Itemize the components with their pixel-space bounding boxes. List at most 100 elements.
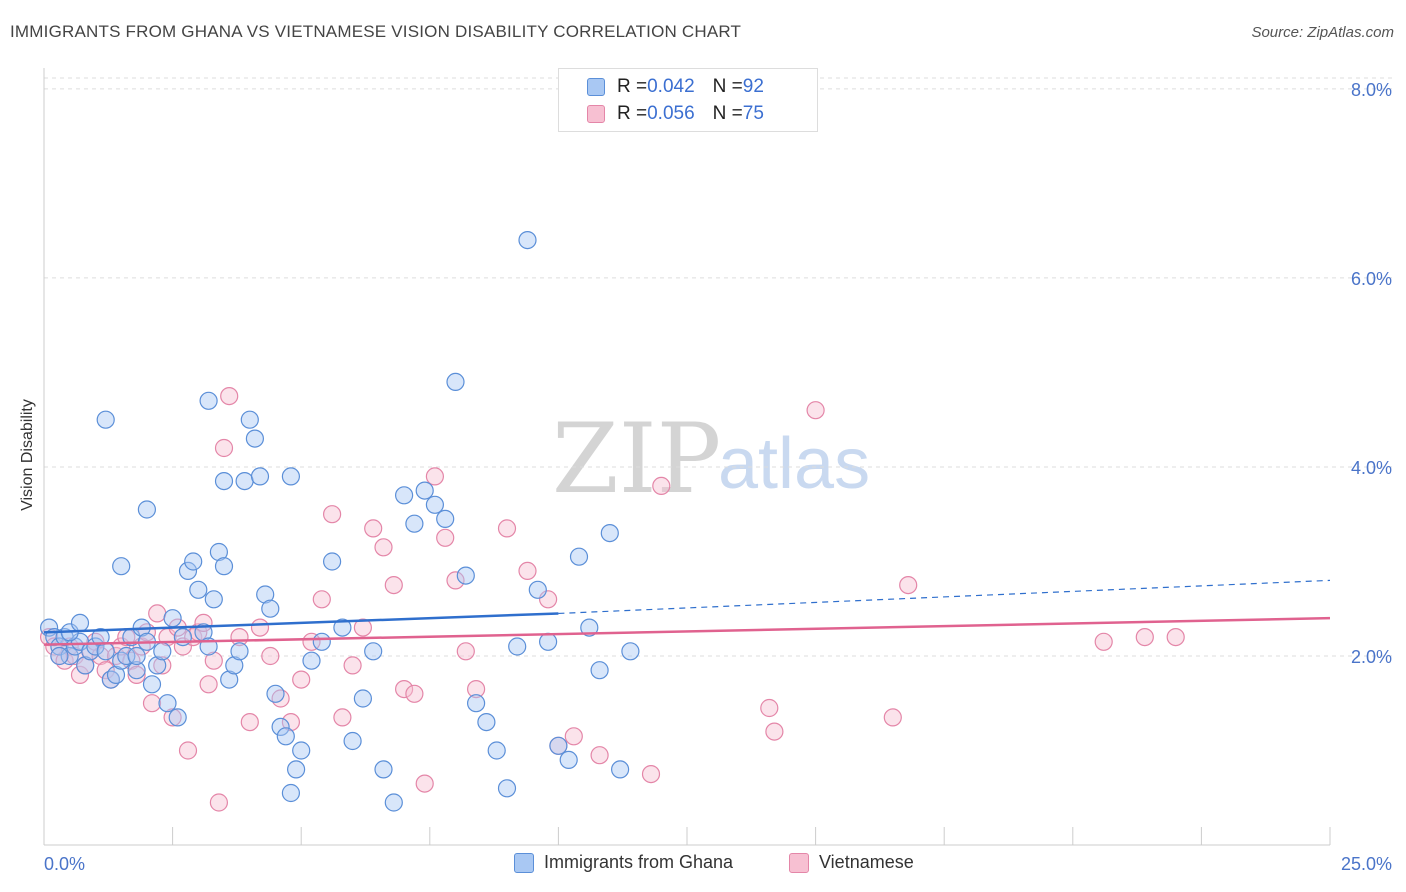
ghana-point — [590, 661, 609, 680]
ghana-point — [117, 646, 136, 666]
vietnamese-point — [806, 401, 825, 420]
ghana-point — [127, 661, 146, 680]
vietnamese-point — [425, 467, 444, 486]
vietnamese-point — [148, 604, 167, 623]
ghana-trend-extension — [558, 579, 1331, 615]
vietnamese-point — [497, 519, 517, 538]
vietnamese-point — [302, 632, 321, 651]
ghana-point — [281, 467, 300, 486]
ghana-point — [405, 514, 424, 533]
vietnamese-point — [96, 661, 115, 680]
ghana-point — [343, 731, 362, 751]
n-value: 75 — [742, 103, 764, 124]
ghana-trend-line — [43, 612, 559, 634]
vietnamese-point — [590, 746, 609, 765]
ghana-point — [178, 561, 198, 581]
legend-swatch-vietnamese — [587, 105, 605, 123]
n-value: 92 — [742, 76, 764, 97]
vietnamese-point — [641, 764, 661, 784]
y-tick-label: 2.0% — [1351, 647, 1392, 667]
ghana-point — [148, 656, 167, 675]
ghana-point — [559, 750, 578, 770]
grid-lines — [44, 77, 1392, 657]
ghana-point — [163, 609, 182, 628]
vietnamese-point — [240, 712, 259, 732]
ghana-point — [76, 656, 95, 675]
vietnamese-point — [436, 528, 455, 547]
legend-label-ghana: Immigrants from Ghana — [544, 852, 734, 872]
ghana-point — [538, 632, 558, 651]
vietnamese-point — [250, 618, 270, 637]
vietnamese-point — [415, 774, 434, 793]
ghana-point — [467, 694, 486, 713]
vietnamese-point — [899, 575, 918, 595]
vietnamese-point — [467, 679, 486, 699]
vietnamese-point — [1166, 627, 1185, 647]
ghana-point — [600, 523, 619, 543]
y-tick-label: 8.0% — [1351, 80, 1392, 100]
vietnamese-point — [405, 684, 424, 703]
ghana-point — [528, 580, 547, 599]
ghana-point — [487, 741, 506, 760]
legend-swatch-vietnamese — [789, 852, 809, 873]
ghana-point — [214, 557, 234, 576]
ghana-point — [518, 231, 537, 250]
vietnamese-point — [384, 575, 403, 595]
ghana-point — [384, 793, 403, 812]
ghana-point — [549, 736, 568, 755]
ghana-point — [127, 646, 146, 666]
ghana-point — [230, 642, 249, 661]
r-label: R = — [617, 76, 648, 97]
ghana-point — [240, 410, 259, 429]
ghana-point — [106, 665, 126, 685]
ghana-point — [287, 760, 306, 779]
ghana-point — [209, 542, 228, 562]
vietnamese-point — [456, 642, 475, 661]
x-tick-label: 0.0% — [44, 854, 85, 874]
ghana-point — [302, 651, 321, 670]
vietnamese-point — [142, 694, 162, 713]
ghana-point — [456, 566, 475, 585]
ghana-point — [569, 547, 589, 566]
ghana-point — [91, 627, 110, 647]
vietnamese-point — [1094, 632, 1113, 651]
ghana-point — [436, 509, 455, 529]
legend-item-vietnamese[interactable]: Vietnamese — [789, 852, 914, 873]
vietnamese-point — [652, 476, 671, 495]
vietnamese-point — [163, 708, 182, 727]
ghana-point — [142, 675, 162, 694]
ghana-point — [256, 585, 275, 604]
ghana-point — [50, 646, 69, 666]
ghana-point — [276, 727, 295, 746]
y-tick-label: 4.0% — [1351, 458, 1392, 478]
vietnamese-point — [199, 675, 218, 694]
vietnamese-point — [374, 538, 393, 557]
ghana-point — [271, 717, 290, 737]
ghana-point — [137, 500, 156, 519]
ghana-point — [374, 760, 393, 779]
y-tick-label: 6.0% — [1351, 269, 1392, 289]
ghana-point — [281, 783, 300, 803]
ghana-point — [250, 467, 270, 486]
x-tick-label: 25.0% — [1341, 854, 1392, 874]
ghana-point — [425, 495, 444, 514]
legend-row-ghana: R = 0.042 N = 92 — [587, 75, 764, 99]
ghana-point — [168, 708, 187, 727]
n-label: N = — [712, 76, 743, 97]
ghana-point — [184, 552, 203, 571]
ghana-point — [235, 472, 254, 491]
trend-lines — [43, 579, 1331, 646]
n-label: N = — [712, 103, 743, 124]
ghana-point — [312, 632, 331, 651]
ghana-point — [266, 684, 285, 703]
correlation-legend: R = 0.042 N = 92 R = 0.056 N = 75 — [558, 68, 818, 132]
data-points — [39, 231, 1185, 812]
vietnamese-point — [214, 438, 234, 458]
chart-title: IMMIGRANTS FROM GHANA VS VIETNAMESE VISI… — [10, 22, 742, 41]
ghana-point — [96, 410, 115, 429]
axes — [43, 68, 1331, 846]
legend-item-ghana[interactable]: Immigrants from Ghana — [514, 852, 733, 873]
source-label: Source: ZipAtlas.com — [1251, 24, 1394, 41]
vietnamese-point — [209, 793, 228, 812]
ghana-point — [214, 472, 234, 491]
